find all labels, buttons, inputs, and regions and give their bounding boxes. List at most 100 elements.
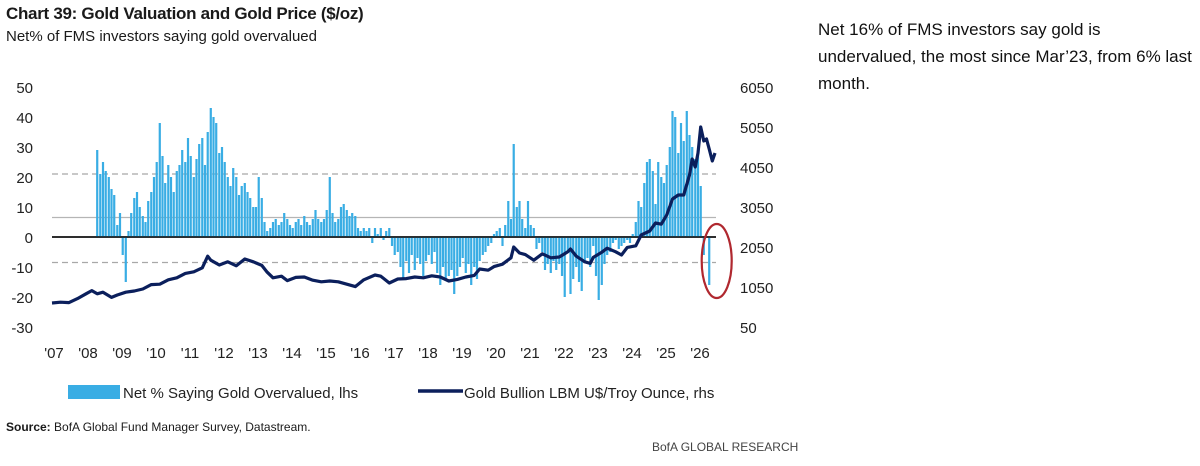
x-tick-label: '16 — [350, 345, 370, 362]
bar — [424, 237, 428, 261]
bar — [532, 228, 535, 237]
bar — [300, 225, 303, 237]
bar — [657, 162, 660, 237]
bar — [243, 183, 246, 237]
bar — [152, 177, 156, 237]
bar — [447, 237, 450, 276]
bar — [141, 216, 144, 237]
bar — [99, 174, 102, 237]
footer-brand: BofA GLOBAL RESEARCH — [652, 440, 799, 454]
bar — [127, 231, 130, 237]
bar — [184, 162, 187, 237]
bar — [201, 138, 204, 237]
y-left-tick-label: 10 — [16, 200, 33, 217]
bar — [266, 231, 269, 237]
x-tick-label: '14 — [282, 345, 302, 362]
bar — [674, 117, 677, 237]
source-note: Source: BofA Global Fund Manager Survey,… — [6, 420, 311, 434]
bar — [388, 228, 391, 237]
bar — [121, 237, 124, 255]
bar — [640, 207, 643, 237]
bar — [232, 168, 235, 237]
bar — [280, 222, 283, 237]
y-left-tick-label: 0 — [25, 230, 33, 247]
bar — [682, 141, 685, 237]
bar — [226, 177, 229, 237]
bar — [393, 237, 396, 255]
y-left-tick-label: 50 — [16, 80, 33, 97]
bar — [708, 237, 711, 285]
bar — [371, 237, 374, 243]
legend-bar-swatch — [68, 385, 120, 399]
bar — [308, 225, 311, 237]
bar — [138, 207, 141, 237]
y-left-tick-label: 40 — [16, 110, 33, 127]
bar — [484, 237, 487, 252]
bar — [495, 231, 498, 237]
bar — [413, 237, 416, 270]
bar — [118, 213, 122, 237]
bar — [186, 138, 190, 237]
bar — [172, 192, 175, 237]
bar — [322, 219, 326, 237]
bar — [399, 237, 402, 267]
bar — [498, 228, 501, 237]
x-tick-label: '22 — [554, 345, 574, 362]
bar — [286, 219, 289, 237]
bar — [376, 234, 379, 237]
bar — [662, 183, 666, 237]
bar — [339, 207, 343, 237]
gold-price-line — [51, 125, 717, 305]
bar — [328, 177, 331, 237]
y-right-tick-label: 4050 — [740, 160, 773, 177]
bar — [699, 186, 702, 237]
bar — [354, 216, 357, 237]
y-right-tick-label: 1050 — [740, 280, 773, 297]
bar — [439, 237, 442, 285]
bar — [461, 237, 464, 258]
bar — [331, 213, 334, 237]
bar — [529, 225, 532, 237]
x-tick-label: '13 — [248, 345, 268, 362]
bar — [254, 207, 258, 237]
bar — [334, 222, 337, 237]
bar — [410, 237, 413, 255]
bar — [509, 219, 513, 237]
bar — [342, 204, 345, 237]
bar — [249, 198, 252, 237]
bar — [150, 192, 153, 237]
bar — [178, 165, 181, 237]
bar — [444, 237, 447, 279]
legend-bar-label: Net % Saying Gold Overvalued, lhs — [123, 385, 358, 402]
source-label: Source: — [6, 420, 51, 434]
bar — [515, 207, 518, 237]
y-left-tick-label: 20 — [16, 170, 33, 187]
y-left-tick-label: -20 — [11, 290, 33, 307]
bar — [626, 237, 629, 240]
bar — [147, 201, 150, 237]
bar — [220, 147, 224, 237]
bar — [541, 237, 544, 252]
bar — [356, 228, 360, 237]
bar — [566, 237, 569, 252]
bar — [192, 177, 195, 237]
bar — [348, 216, 351, 237]
bar — [671, 111, 674, 237]
bar — [288, 225, 292, 237]
bar — [368, 228, 371, 237]
bar — [277, 225, 280, 237]
bar — [215, 123, 218, 237]
chart-title: Chart 39: Gold Valuation and Gold Price … — [6, 4, 364, 23]
bar — [169, 177, 173, 237]
x-tick-label: '21 — [520, 345, 540, 362]
bar — [235, 177, 238, 237]
bar — [124, 237, 127, 282]
bar — [580, 237, 583, 291]
bar — [390, 237, 394, 246]
bar — [648, 159, 651, 237]
bar — [487, 237, 490, 246]
bar — [167, 165, 170, 237]
bar — [490, 237, 493, 243]
commentary-text: Net 16% of FMS investors say gold is und… — [818, 20, 1192, 93]
bar — [402, 237, 405, 279]
